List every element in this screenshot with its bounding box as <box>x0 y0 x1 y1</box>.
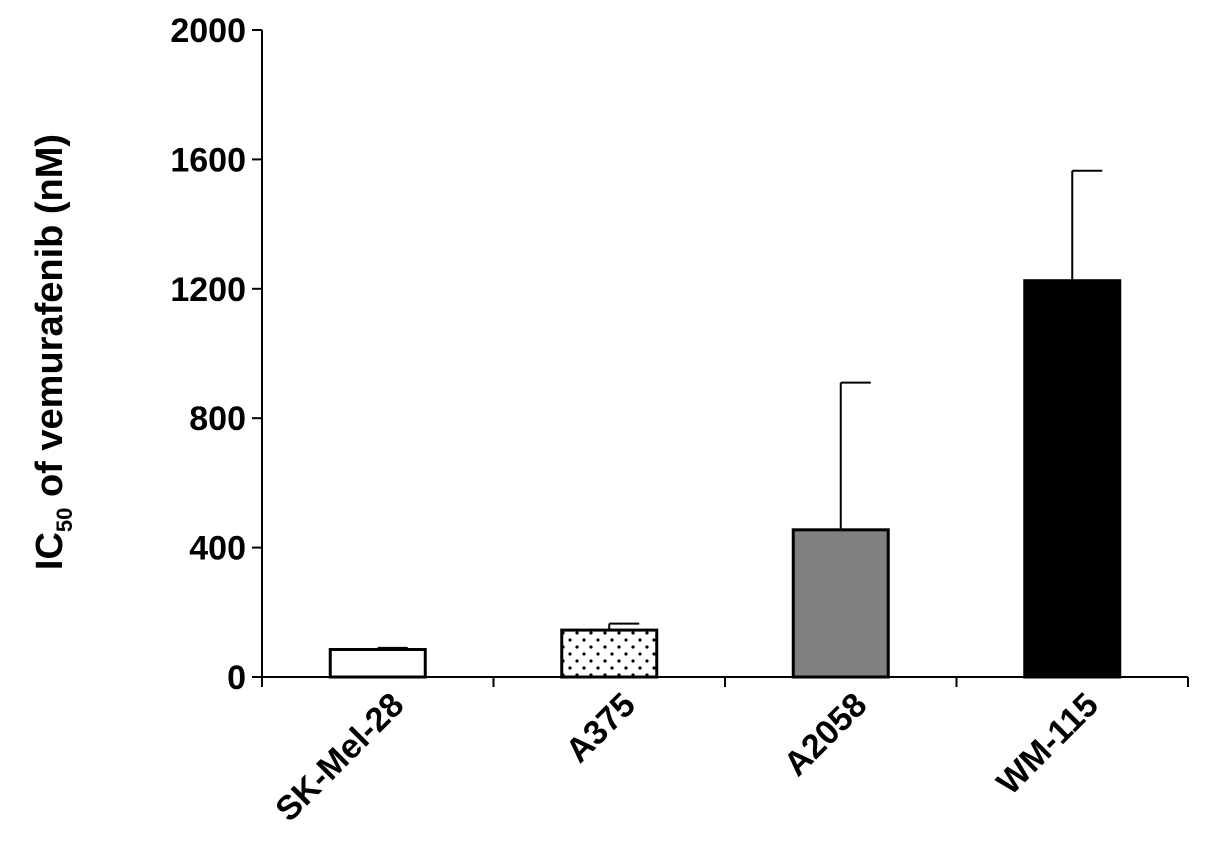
x-ticks: SK-Mel-28 A375 A2058 WM-115 <box>268 686 1106 829</box>
x-tick-label: SK-Mel-28 <box>268 686 411 829</box>
x-tick-label: WM-115 <box>990 686 1106 802</box>
y-axis-label: IC50 of vemurafenib (nM) <box>29 134 77 570</box>
y-axis-label-subscript: 50 <box>52 508 77 532</box>
y-ticks: 0 400 800 1200 1600 2000 <box>170 12 262 697</box>
bar <box>328 648 427 679</box>
y-tick-label: 2000 <box>170 12 246 50</box>
x-tick-label: A2058 <box>777 686 875 784</box>
bar <box>560 628 659 679</box>
y-tick-label: 1600 <box>170 141 246 179</box>
y-tick-label: 400 <box>189 530 246 568</box>
y-axis-label-main: IC <box>29 532 71 570</box>
y-tick-label: 1200 <box>170 271 246 309</box>
y-axis-label-rest: of vemurafenib (nM) <box>29 134 71 508</box>
y-tick-label: 800 <box>189 400 246 438</box>
bar <box>1023 279 1122 679</box>
y-tick-label: 0 <box>227 659 246 697</box>
bar <box>791 528 890 679</box>
x-tick-label: A375 <box>559 686 643 770</box>
bars <box>328 169 1122 679</box>
